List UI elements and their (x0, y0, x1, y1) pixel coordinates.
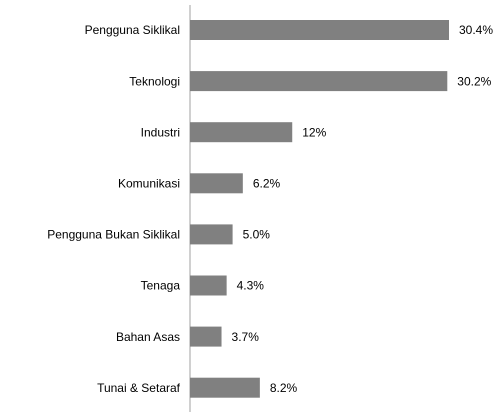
bar (190, 122, 293, 143)
bar (190, 71, 448, 92)
bar (190, 224, 233, 245)
category-label: Bahan Asas (116, 330, 180, 344)
value-label: 6.2% (253, 176, 281, 190)
category-label: Teknologi (129, 74, 180, 88)
category-label: Pengguna Bukan Siklikal (47, 228, 180, 242)
category-label: Tenaga (141, 279, 181, 293)
bar (190, 173, 243, 194)
value-label: 30.4% (459, 23, 493, 37)
value-label: 5.0% (243, 228, 271, 242)
bar (190, 20, 449, 40)
value-label: 12% (302, 125, 326, 139)
value-label: 4.3% (237, 279, 265, 293)
category-label: Industri (141, 125, 180, 139)
value-label: 8.2% (270, 381, 298, 395)
bar (190, 326, 222, 347)
value-label: 30.2% (457, 74, 491, 88)
category-label: Komunikasi (118, 176, 180, 190)
value-label: 3.7% (232, 330, 260, 344)
bar (190, 275, 227, 296)
bar (190, 377, 260, 398)
category-label: Tunai & Setaraf (97, 381, 181, 395)
category-label: Pengguna Siklikal (85, 23, 180, 37)
